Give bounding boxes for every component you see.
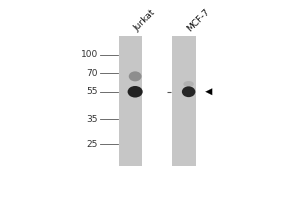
Ellipse shape [128,86,143,98]
FancyBboxPatch shape [119,36,142,166]
FancyBboxPatch shape [172,36,196,166]
Ellipse shape [183,81,194,87]
Text: 70: 70 [86,69,98,78]
Text: 35: 35 [86,115,98,124]
Text: MCF-7: MCF-7 [185,7,212,33]
Ellipse shape [129,71,142,81]
Text: 100: 100 [81,50,98,59]
Ellipse shape [182,86,195,97]
Text: 55: 55 [86,87,98,96]
Text: Jurkat: Jurkat [132,8,157,33]
Text: 25: 25 [87,140,98,149]
